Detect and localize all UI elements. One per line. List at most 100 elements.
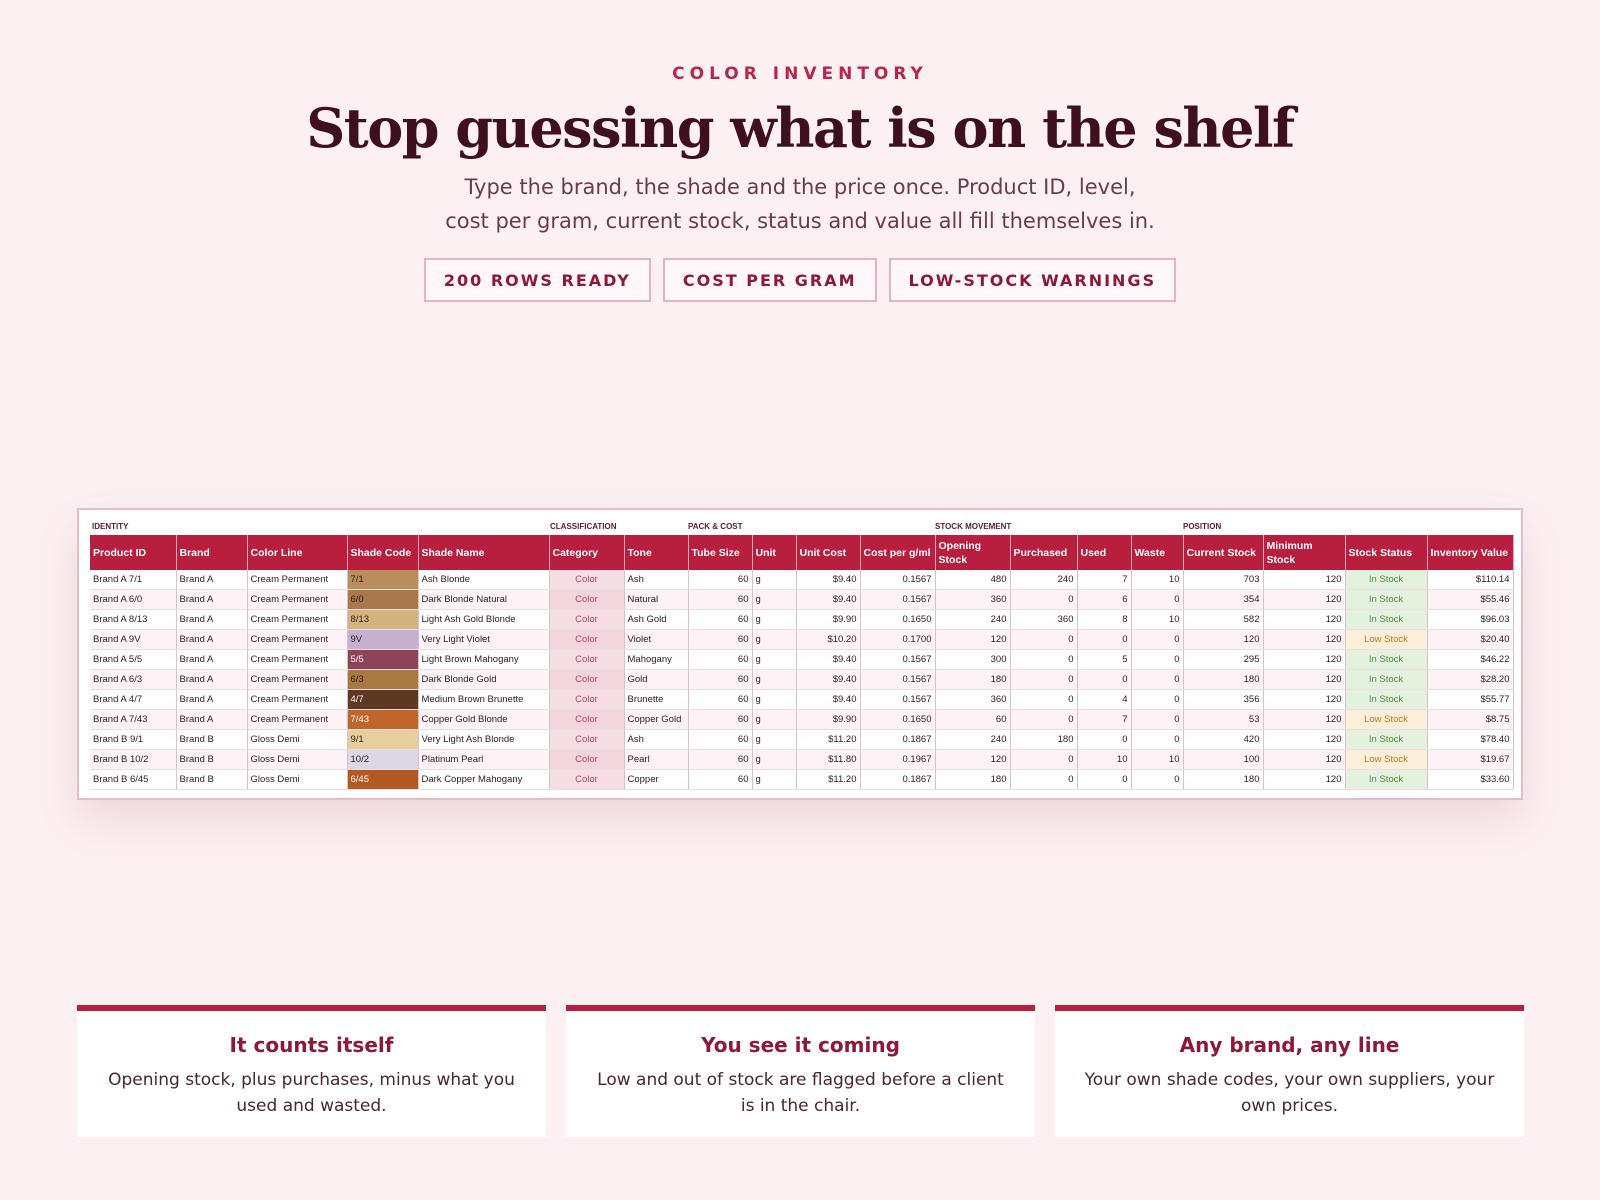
cell-brand[interactable]: Brand B xyxy=(176,729,248,750)
cell-tone[interactable]: Violet xyxy=(624,629,689,650)
cell-opening-stock[interactable]: 300 xyxy=(935,649,1011,670)
cell-used[interactable]: 4 xyxy=(1077,689,1132,710)
cell-cost-per-g[interactable]: 0.1567 xyxy=(860,570,936,590)
cell-brand[interactable]: Brand A xyxy=(176,609,248,630)
cell-minimum-stock[interactable]: 120 xyxy=(1263,609,1346,630)
col-header-minimum-stock[interactable]: Minimum Stock xyxy=(1263,535,1346,570)
cell-purchased[interactable]: 0 xyxy=(1010,649,1078,670)
cell-purchased[interactable]: 180 xyxy=(1010,729,1078,750)
cell-purchased[interactable]: 240 xyxy=(1010,570,1078,590)
cell-product-id[interactable]: Brand A 8/13 xyxy=(90,609,177,630)
cell-product-id[interactable]: Brand B 10/2 xyxy=(90,749,177,770)
cell-shade-code[interactable]: 9/1 xyxy=(347,729,419,750)
cell-inventory-value[interactable]: $78.40 xyxy=(1427,729,1514,750)
cell-color-line[interactable]: Cream Permanent xyxy=(247,709,348,730)
cell-brand[interactable]: Brand A xyxy=(176,629,248,650)
cell-category[interactable]: Color xyxy=(549,649,625,670)
cell-color-line[interactable]: Cream Permanent xyxy=(247,629,348,650)
col-header-used[interactable]: Used xyxy=(1077,535,1132,570)
cell-shade-code[interactable]: 7/1 xyxy=(347,570,419,590)
cell-category[interactable]: Color xyxy=(549,609,625,630)
cell-tube-size[interactable]: 60 xyxy=(688,629,753,650)
cell-category[interactable]: Color xyxy=(549,769,625,790)
cell-opening-stock[interactable]: 180 xyxy=(935,769,1011,790)
cell-current-stock[interactable]: 356 xyxy=(1183,689,1264,710)
cell-cost-per-g[interactable]: 0.1700 xyxy=(860,629,936,650)
cell-tone[interactable]: Mahogany xyxy=(624,649,689,670)
cell-unit[interactable]: g xyxy=(752,570,797,590)
cell-cost-per-g[interactable]: 0.1967 xyxy=(860,749,936,770)
cell-product-id[interactable]: Brand A 6/3 xyxy=(90,669,177,690)
cell-stock-status[interactable]: In Stock xyxy=(1345,609,1428,630)
cell-color-line[interactable]: Cream Permanent xyxy=(247,649,348,670)
cell-unit[interactable]: g xyxy=(752,649,797,670)
col-header-shade-name[interactable]: Shade Name xyxy=(418,535,550,570)
cell-purchased[interactable]: 0 xyxy=(1010,709,1078,730)
cell-purchased[interactable]: 0 xyxy=(1010,669,1078,690)
cell-opening-stock[interactable]: 240 xyxy=(935,609,1011,630)
cell-tube-size[interactable]: 60 xyxy=(688,609,753,630)
cell-inventory-value[interactable]: $28.20 xyxy=(1427,669,1514,690)
cell-shade-name[interactable]: Dark Copper Mahogany xyxy=(418,769,550,790)
cell-shade-name[interactable]: Copper Gold Blonde xyxy=(418,709,550,730)
cell-tube-size[interactable]: 60 xyxy=(688,729,753,750)
cell-opening-stock[interactable]: 120 xyxy=(935,629,1011,650)
cell-shade-name[interactable]: Dark Blonde Natural xyxy=(418,589,550,610)
cell-purchased[interactable]: 0 xyxy=(1010,629,1078,650)
cell-inventory-value[interactable]: $33.60 xyxy=(1427,769,1514,790)
col-header-current-stock[interactable]: Current Stock xyxy=(1183,535,1264,570)
col-header-purchased[interactable]: Purchased xyxy=(1010,535,1078,570)
cell-opening-stock[interactable]: 360 xyxy=(935,589,1011,610)
cell-stock-status[interactable]: In Stock xyxy=(1345,649,1428,670)
cell-product-id[interactable]: Brand A 4/7 xyxy=(90,689,177,710)
col-header-color-line[interactable]: Color Line xyxy=(247,535,348,570)
col-header-tube-size[interactable]: Tube Size xyxy=(688,535,753,570)
col-header-unit[interactable]: Unit xyxy=(752,535,797,570)
cell-tone[interactable]: Natural xyxy=(624,589,689,610)
cell-minimum-stock[interactable]: 120 xyxy=(1263,689,1346,710)
cell-purchased[interactable]: 0 xyxy=(1010,589,1078,610)
col-header-category[interactable]: Category xyxy=(549,535,625,570)
cell-unit[interactable]: g xyxy=(752,629,797,650)
cell-minimum-stock[interactable]: 120 xyxy=(1263,629,1346,650)
cell-stock-status[interactable]: In Stock xyxy=(1345,769,1428,790)
cell-waste[interactable]: 0 xyxy=(1131,629,1184,650)
cell-used[interactable]: 0 xyxy=(1077,729,1132,750)
cell-opening-stock[interactable]: 480 xyxy=(935,570,1011,590)
cell-shade-code[interactable]: 4/7 xyxy=(347,689,419,710)
cell-product-id[interactable]: Brand A 7/1 xyxy=(90,570,177,590)
cell-shade-code[interactable]: 9V xyxy=(347,629,419,650)
cell-color-line[interactable]: Cream Permanent xyxy=(247,669,348,690)
cell-stock-status[interactable]: In Stock xyxy=(1345,689,1428,710)
cell-waste[interactable]: 10 xyxy=(1131,609,1184,630)
cell-unit-cost[interactable]: $10.20 xyxy=(796,629,861,650)
cell-shade-code[interactable]: 6/3 xyxy=(347,669,419,690)
cell-unit-cost[interactable]: $9.40 xyxy=(796,669,861,690)
cell-shade-name[interactable]: Medium Brown Brunette xyxy=(418,689,550,710)
cell-tube-size[interactable]: 60 xyxy=(688,669,753,690)
cell-stock-status[interactable]: Low Stock xyxy=(1345,709,1428,730)
cell-waste[interactable]: 10 xyxy=(1131,749,1184,770)
cell-brand[interactable]: Brand A xyxy=(176,570,248,590)
cell-shade-name[interactable]: Light Ash Gold Blonde xyxy=(418,609,550,630)
cell-cost-per-g[interactable]: 0.1567 xyxy=(860,669,936,690)
cell-product-id[interactable]: Brand A 5/5 xyxy=(90,649,177,670)
cell-used[interactable]: 5 xyxy=(1077,649,1132,670)
cell-waste[interactable]: 0 xyxy=(1131,769,1184,790)
cell-cost-per-g[interactable]: 0.1567 xyxy=(860,649,936,670)
cell-minimum-stock[interactable]: 120 xyxy=(1263,649,1346,670)
cell-category[interactable]: Color xyxy=(549,629,625,650)
cell-unit-cost[interactable]: $11.80 xyxy=(796,749,861,770)
cell-tone[interactable]: Brunette xyxy=(624,689,689,710)
cell-inventory-value[interactable]: $19.67 xyxy=(1427,749,1514,770)
cell-minimum-stock[interactable]: 120 xyxy=(1263,729,1346,750)
cell-opening-stock[interactable]: 180 xyxy=(935,669,1011,690)
cell-used[interactable]: 7 xyxy=(1077,570,1132,590)
cell-tone[interactable]: Ash xyxy=(624,729,689,750)
cell-waste[interactable]: 0 xyxy=(1131,729,1184,750)
cell-shade-code[interactable]: 10/2 xyxy=(347,749,419,770)
cell-tone[interactable]: Gold xyxy=(624,669,689,690)
cell-unit-cost[interactable]: $9.40 xyxy=(796,649,861,670)
cell-tone[interactable]: Copper Gold xyxy=(624,709,689,730)
cell-brand[interactable]: Brand B xyxy=(176,749,248,770)
